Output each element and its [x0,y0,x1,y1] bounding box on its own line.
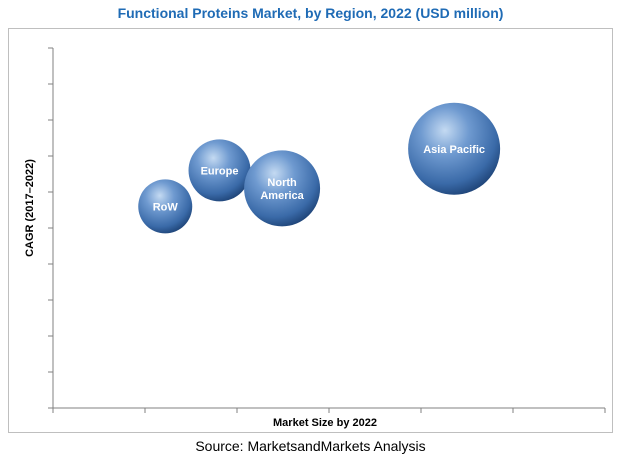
bubble-row: RoW [138,179,193,234]
y-axis-label: CAGR (2017–2022) [24,159,36,257]
bubble-label-europe: Europe [201,165,239,177]
source-note: Source: MarketsandMarkets Analysis [195,438,426,454]
bubble-circle-row [138,179,193,234]
bubble-circle-asia-pacific [408,102,501,195]
bubble-asia-pacific: Asia Pacific [408,102,501,195]
bubble-circle-europe [188,139,251,202]
bubble-label-north-america: North [267,177,297,189]
bubble-europe: Europe [188,139,251,202]
axes-group [48,47,606,413]
bubble-label-row: RoW [153,201,179,213]
bubble-label-north-america: America [260,190,304,202]
chart-title: Functional Proteins Market, by Region, 2… [117,5,504,21]
bubble-label-asia-pacific: Asia Pacific [423,144,485,156]
bubble-circle-north-america [244,150,321,227]
chart-frame [8,28,613,433]
x-axis-label: Market Size by 2022 [273,417,377,429]
